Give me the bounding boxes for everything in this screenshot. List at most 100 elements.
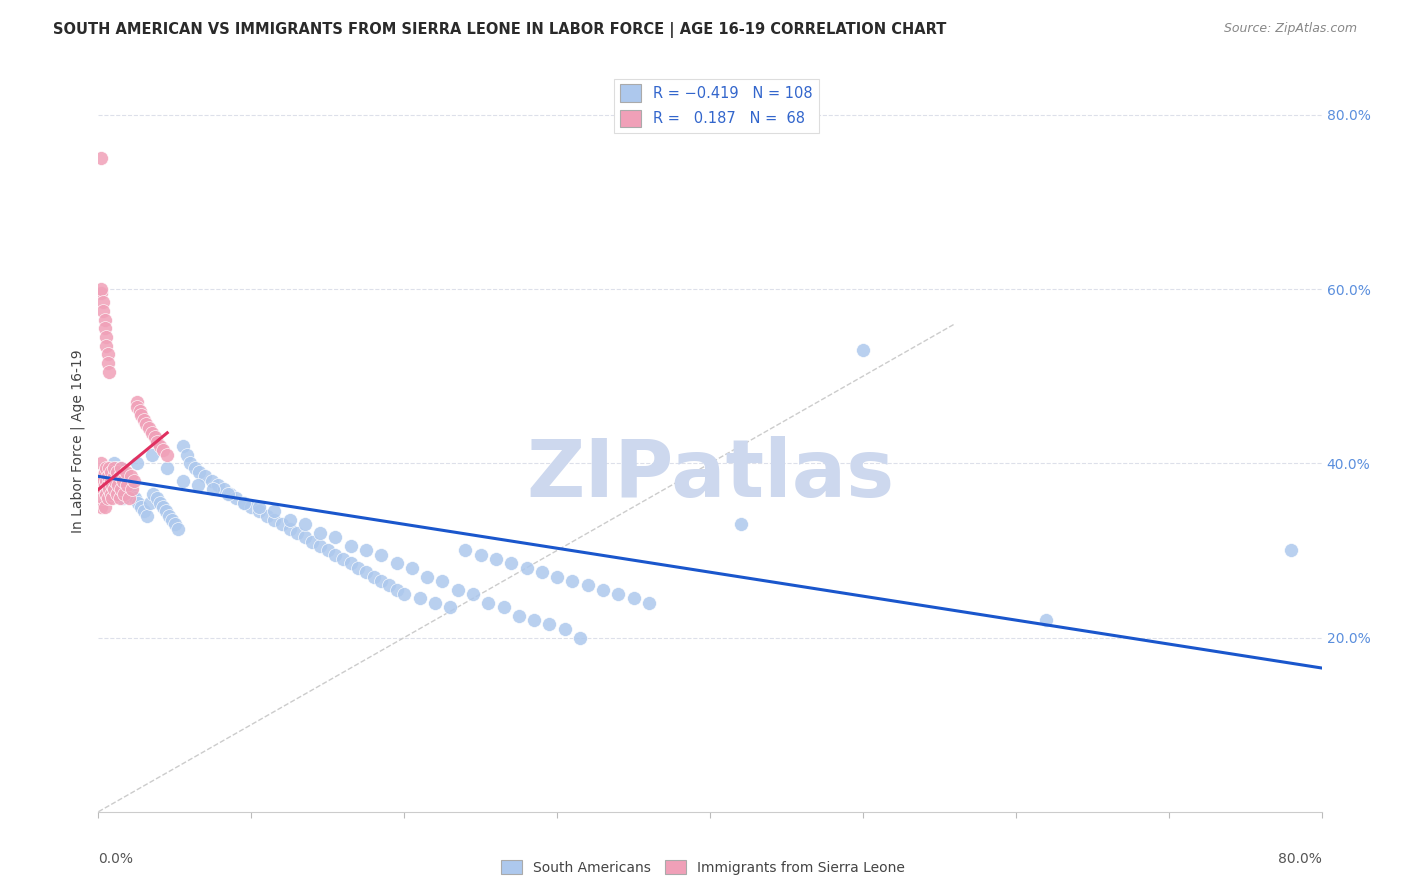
Point [89,474,111,488]
Point [125,395,148,409]
Point [354,565,377,579]
Point [124,491,146,505]
Point [121,487,143,501]
Point [90,500,112,514]
Point [90,286,112,301]
Point [339,539,361,553]
Point [118,483,141,497]
Point [121,483,143,497]
Point [103,469,125,483]
Point [167,522,190,536]
Point [98,460,121,475]
Point [294,530,316,544]
Point [94,483,117,497]
Point [225,491,247,505]
Point [385,582,408,597]
Point [108,469,131,483]
Point [91,469,114,483]
Point [91,295,114,310]
Point [501,557,523,571]
Point [115,465,138,479]
Point [447,582,470,597]
Text: Source: ZipAtlas.com: Source: ZipAtlas.com [1223,22,1357,36]
Point [138,421,160,435]
Point [401,561,423,575]
Point [546,569,568,583]
Point [184,460,207,475]
Point [105,487,128,501]
Point [172,474,194,488]
Point [94,487,117,501]
Point [134,413,156,427]
Point [200,474,222,488]
Point [90,483,112,497]
Point [105,460,128,475]
Point [1279,543,1302,558]
Point [569,631,592,645]
Point [125,456,148,470]
Point [107,478,129,492]
Point [339,557,361,571]
Point [143,430,166,444]
Point [217,487,239,501]
Point [94,339,117,353]
Point [145,491,167,505]
Point [278,522,301,536]
Point [141,425,163,440]
Point [187,478,209,492]
Point [108,491,131,505]
Point [128,404,150,418]
Point [90,456,112,470]
Point [139,495,162,509]
Point [347,561,370,575]
Point [470,548,492,562]
Point [263,504,285,518]
Point [101,478,124,492]
Point [176,448,198,462]
Point [163,517,186,532]
Point [378,578,401,592]
Text: 80.0%: 80.0% [1278,853,1322,866]
Legend: South Americans, Immigrants from Sierra Leone: South Americans, Immigrants from Sierra … [496,855,910,880]
Point [136,508,159,523]
Point [103,460,125,475]
Text: SOUTH AMERICAN VS IMMIGRANTS FROM SIERRA LEONE IN LABOR FORCE | AGE 16-19 CORREL: SOUTH AMERICAN VS IMMIGRANTS FROM SIERRA… [53,22,946,38]
Point [408,591,430,606]
Point [108,469,131,483]
Point [91,474,114,488]
Point [97,356,120,370]
Point [485,552,508,566]
Point [127,495,149,509]
Point [111,474,134,488]
Point [172,439,194,453]
Point [212,483,235,497]
Point [278,513,301,527]
Point [152,443,174,458]
Point [439,600,461,615]
Point [370,574,392,588]
Point [149,439,172,453]
Point [1035,613,1057,627]
Point [316,543,339,558]
Point [104,474,127,488]
Legend: R = −0.419   N = 108, R =   0.187   N =  68: R = −0.419 N = 108, R = 0.187 N = 68 [614,78,818,133]
Point [90,152,112,166]
Point [135,417,157,431]
Point [156,460,179,475]
Point [179,456,201,470]
Point [100,465,122,479]
Point [157,508,180,523]
Point [93,321,115,335]
Point [100,474,122,488]
Point [207,478,229,492]
Point [94,460,117,475]
Point [110,460,132,475]
Point [91,491,114,505]
Point [461,587,484,601]
Point [607,587,630,601]
Point [93,500,115,514]
Point [129,409,152,423]
Point [477,596,499,610]
Point [117,478,139,492]
Point [385,557,408,571]
